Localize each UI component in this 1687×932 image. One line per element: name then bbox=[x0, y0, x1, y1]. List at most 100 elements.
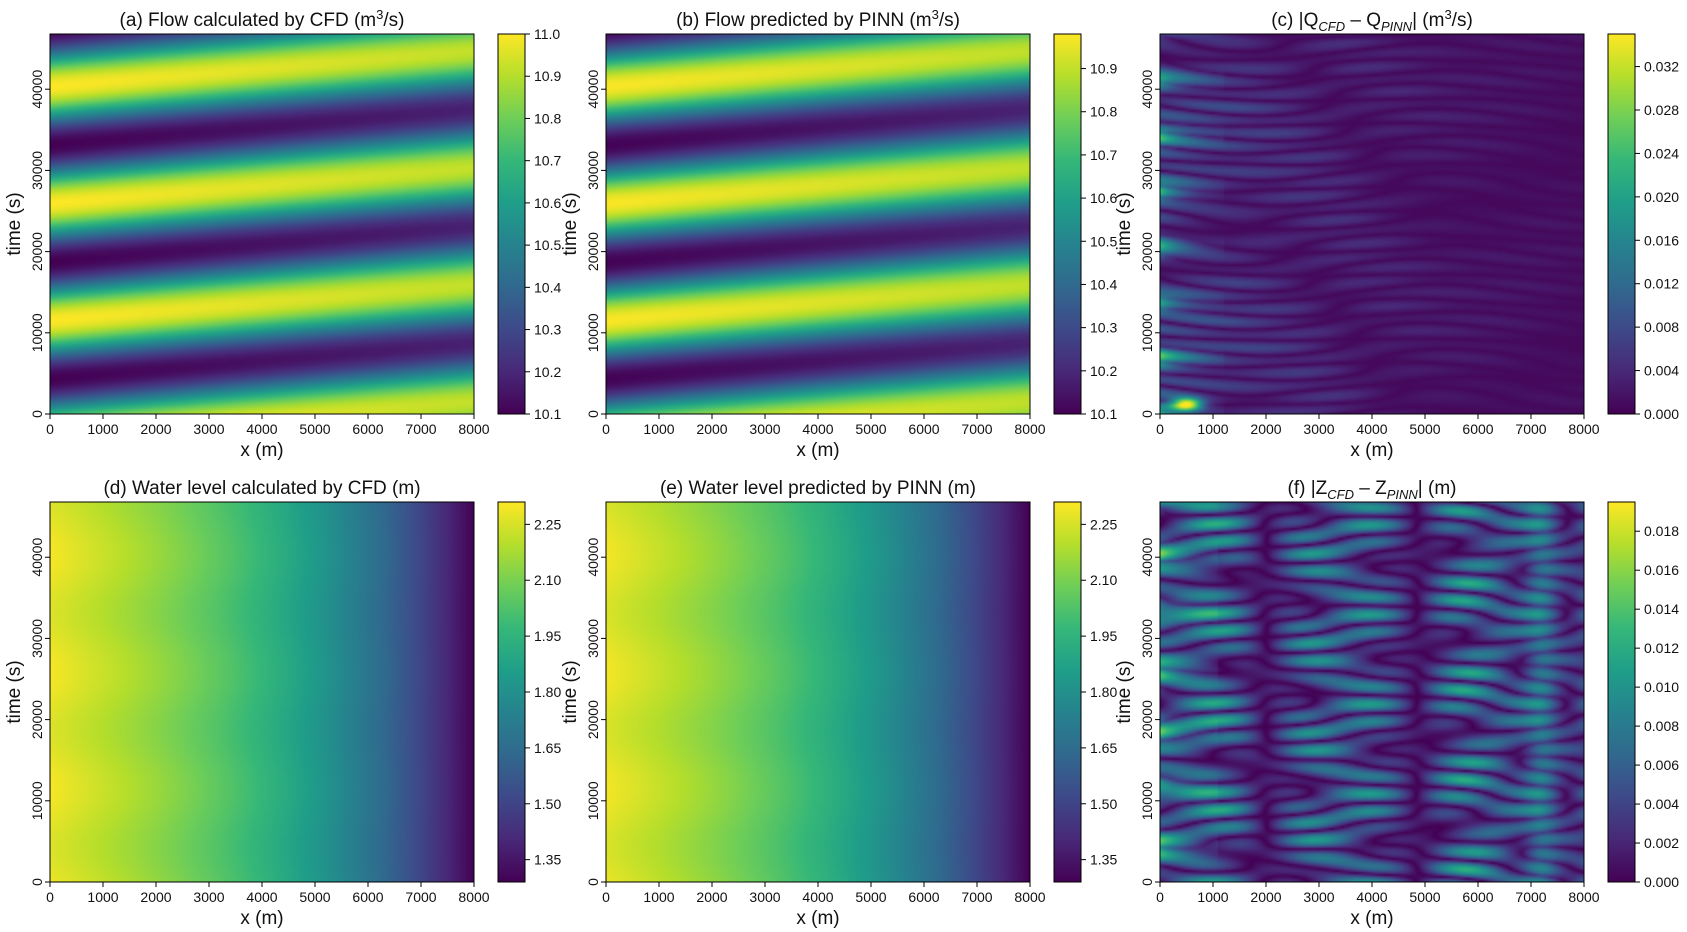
x-tick-label: 5000 bbox=[855, 889, 886, 905]
x-tick-label: 8000 bbox=[1568, 889, 1599, 905]
x-tick-label: 3000 bbox=[749, 421, 780, 437]
y-tick-label: 0 bbox=[1139, 878, 1155, 886]
y-tick-label: 20000 bbox=[585, 232, 601, 271]
title-part: PINN bbox=[1381, 19, 1413, 34]
x-tick-label: 6000 bbox=[1462, 421, 1493, 437]
y-tick-label: 0 bbox=[585, 878, 601, 886]
y-tick-label: 10000 bbox=[29, 313, 45, 352]
x-tick-label: 6000 bbox=[1462, 889, 1493, 905]
colorbar-tick-label: 0.024 bbox=[1644, 145, 1679, 161]
x-tick-label: 1000 bbox=[1197, 421, 1228, 437]
y-tick-label: 40000 bbox=[29, 70, 45, 109]
colorbar-tick-label: 1.35 bbox=[1090, 852, 1117, 868]
x-tick-label: 5000 bbox=[855, 421, 886, 437]
x-tick-label: 8000 bbox=[458, 889, 489, 905]
colorbar-tick-label: 10.6 bbox=[1090, 190, 1117, 206]
y-tick-label: 40000 bbox=[585, 70, 601, 109]
y-tick-label: 10000 bbox=[1139, 781, 1155, 820]
x-tick-label: 4000 bbox=[246, 421, 277, 437]
colorbar-tick-label: 1.65 bbox=[534, 740, 561, 756]
heatmap-image bbox=[1160, 502, 1584, 882]
colorbar-tick-label: 0.002 bbox=[1644, 835, 1679, 851]
title-part: (c) |Q bbox=[1271, 10, 1318, 31]
y-axis-label: time (s) bbox=[560, 660, 581, 723]
y-tick-label: 10000 bbox=[585, 313, 601, 352]
y-axis-label: time (s) bbox=[1114, 660, 1135, 723]
x-tick-label: 7000 bbox=[961, 889, 992, 905]
x-tick-label: 4000 bbox=[802, 421, 833, 437]
colorbar-tick-label: 0.016 bbox=[1644, 232, 1679, 248]
colorbar-tick-label: 10.5 bbox=[1090, 233, 1117, 249]
title-part: CFD bbox=[1318, 19, 1345, 34]
x-tick-label: 7000 bbox=[1515, 889, 1546, 905]
y-axis-label: time (s) bbox=[1114, 192, 1135, 255]
y-axis-label: time (s) bbox=[560, 192, 581, 255]
title-part: PINN bbox=[1387, 487, 1419, 502]
chart-title: (c) |QCFD – QPINN| (m3/s) bbox=[1271, 7, 1473, 34]
y-tick-label: 0 bbox=[585, 410, 601, 418]
y-tick-label: 30000 bbox=[29, 151, 45, 190]
y-tick-label: 40000 bbox=[585, 538, 601, 577]
title-part: 3 bbox=[932, 7, 939, 22]
x-tick-label: 1000 bbox=[643, 889, 674, 905]
colorbar-tick-label: 10.8 bbox=[534, 110, 561, 126]
colorbar-tick-label: 10.9 bbox=[534, 68, 561, 84]
x-tick-label: 0 bbox=[46, 889, 54, 905]
x-tick-label: 6000 bbox=[908, 889, 939, 905]
x-tick-label: 0 bbox=[602, 421, 610, 437]
x-tick-label: 5000 bbox=[299, 889, 330, 905]
heatmap-image bbox=[606, 34, 1030, 414]
x-tick-label: 5000 bbox=[1409, 889, 1440, 905]
x-tick-label: 2000 bbox=[1250, 421, 1281, 437]
x-tick-label: 6000 bbox=[352, 421, 383, 437]
x-axis-label: x (m) bbox=[1350, 440, 1393, 461]
colorbar-tick-label: 0.016 bbox=[1644, 562, 1679, 578]
x-tick-label: 4000 bbox=[1356, 421, 1387, 437]
title-part: 3 bbox=[1444, 7, 1451, 22]
chart-title: (b) Flow predicted by PINN (m3/s) bbox=[676, 7, 960, 31]
colorbar-tick-label: 0.032 bbox=[1644, 59, 1679, 75]
colorbar-tick-label: 10.6 bbox=[534, 195, 561, 211]
x-tick-label: 8000 bbox=[1014, 421, 1045, 437]
y-tick-label: 30000 bbox=[1139, 619, 1155, 658]
x-tick-label: 7000 bbox=[405, 889, 436, 905]
x-tick-label: 7000 bbox=[405, 421, 436, 437]
colorbar-tick-label: 10.2 bbox=[534, 364, 561, 380]
x-axis-label: x (m) bbox=[240, 440, 283, 461]
colorbar-tick-label: 1.95 bbox=[1090, 628, 1117, 644]
colorbar-tick-label: 10.1 bbox=[1090, 406, 1117, 422]
colorbar-tick-label: 0.008 bbox=[1644, 319, 1679, 335]
y-tick-label: 40000 bbox=[1139, 538, 1155, 577]
panel-c: (c) |QCFD – QPINN| (m3/s) 0 1000 2000 3000 40… bbox=[1114, 7, 1679, 461]
x-tick-label: 3000 bbox=[1303, 421, 1334, 437]
colorbar bbox=[1053, 33, 1082, 415]
colorbar-tick-label: 0.012 bbox=[1644, 640, 1679, 656]
x-axis-label: x (m) bbox=[240, 908, 283, 929]
colorbar-tick-label: 1.35 bbox=[534, 852, 561, 868]
x-tick-label: 1000 bbox=[87, 421, 118, 437]
y-tick-label: 30000 bbox=[29, 619, 45, 658]
colorbar-tick-label: 10.3 bbox=[1090, 320, 1117, 336]
x-axis-label: x (m) bbox=[1350, 908, 1393, 929]
y-tick-label: 10000 bbox=[29, 781, 45, 820]
colorbar-tick-label: 0.004 bbox=[1644, 796, 1679, 812]
colorbar-tick-label: 0.012 bbox=[1644, 276, 1679, 292]
colorbar-tick-label: 0.020 bbox=[1644, 189, 1679, 205]
x-tick-label: 2000 bbox=[1250, 889, 1281, 905]
x-tick-label: 7000 bbox=[1515, 421, 1546, 437]
panel-b: (b) Flow predicted by PINN (m3/s) 0 1000 20… bbox=[560, 7, 1117, 461]
x-tick-label: 2000 bbox=[140, 889, 171, 905]
x-tick-label: 7000 bbox=[961, 421, 992, 437]
title-part: – Q bbox=[1345, 10, 1381, 31]
x-tick-label: 3000 bbox=[1303, 889, 1334, 905]
colorbar-tick-label: 10.7 bbox=[534, 153, 561, 169]
y-axis-label: time (s) bbox=[4, 660, 25, 723]
x-tick-label: 1000 bbox=[1197, 889, 1228, 905]
colorbar-tick-label: 2.25 bbox=[1090, 516, 1117, 532]
title-part: CFD bbox=[1327, 487, 1354, 502]
colorbar bbox=[1607, 33, 1636, 415]
y-tick-label: 40000 bbox=[29, 538, 45, 577]
x-tick-label: 6000 bbox=[908, 421, 939, 437]
panel-a: (a) Flow calculated by CFD (m3/s) 0 1000 20… bbox=[4, 7, 561, 461]
